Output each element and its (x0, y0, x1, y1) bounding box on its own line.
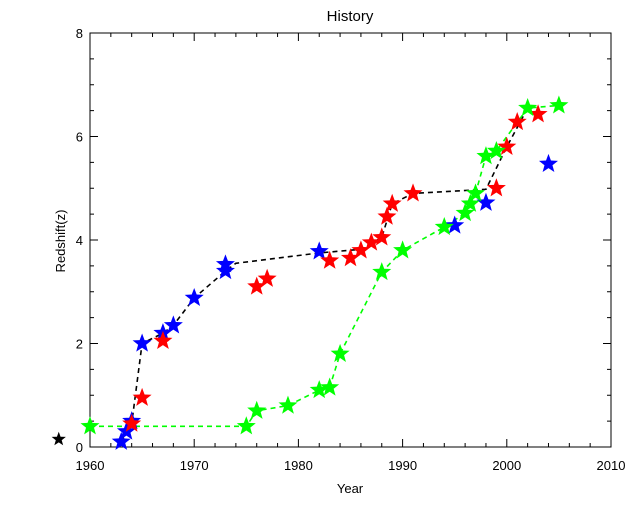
x-tick-label: 1960 (76, 458, 105, 473)
data-point-star (132, 333, 152, 352)
y-tick-label: 6 (76, 130, 83, 145)
outside-star-marker (51, 431, 66, 446)
ticks-layer: 1960 1970 1980 1990 2000 2010 0 2 4 6 8 (76, 26, 626, 473)
data-point-star (309, 241, 329, 260)
y-tick-label: 2 (76, 337, 83, 352)
data-point-star (309, 380, 329, 399)
data-point-star (497, 136, 517, 155)
data-point-star (132, 387, 152, 406)
data-point-star (434, 217, 454, 236)
data-point-star (80, 416, 100, 435)
data-point-star (372, 262, 392, 281)
data-point-star (330, 343, 350, 362)
data-point-star (507, 112, 527, 131)
data-point-star (466, 183, 486, 202)
data-point-star (361, 232, 381, 251)
data-point-star (476, 192, 496, 211)
x-tick-label: 1990 (388, 458, 417, 473)
x-tick-label: 2000 (492, 458, 521, 473)
data-point-star (247, 400, 267, 419)
data-point-star (528, 104, 548, 123)
x-tick-label: 1970 (180, 458, 209, 473)
data-point-star (486, 178, 506, 197)
data-point-star (122, 413, 142, 432)
x-tick-label: 1980 (284, 458, 313, 473)
data-point-star (111, 431, 131, 450)
data-point-star (382, 193, 402, 212)
data-point-star (257, 268, 277, 287)
data-point-star (518, 98, 538, 117)
data-point-star (215, 261, 235, 280)
data-point-star (351, 240, 371, 259)
data-point-star (549, 95, 569, 114)
data-point-star (278, 395, 298, 414)
y-tick-label: 4 (76, 233, 83, 248)
markers-layer (51, 95, 569, 450)
data-point-star (320, 377, 340, 396)
data-point-star (163, 315, 183, 334)
chart-title: History (327, 8, 374, 25)
x-axis-label: Year (337, 481, 364, 496)
data-point-star (372, 227, 392, 246)
x-tick-label: 2010 (597, 458, 626, 473)
data-point-star (320, 250, 340, 269)
data-point-star (215, 254, 235, 273)
data-point-star (403, 183, 423, 202)
data-point-star (153, 330, 173, 349)
y-axis-label: Redshift(z) (53, 210, 68, 273)
data-point-star (340, 248, 361, 267)
data-point-star (393, 240, 413, 259)
data-point-star (460, 193, 480, 212)
y-tick-label: 0 (76, 440, 83, 455)
y-tick-label: 8 (76, 26, 83, 41)
data-point-star (247, 276, 267, 295)
data-point-star (184, 287, 204, 307)
data-point-star (236, 416, 256, 435)
data-point-star (538, 153, 558, 173)
data-point-star (455, 203, 475, 222)
data-point-star (445, 215, 465, 234)
data-point-star (486, 140, 506, 160)
data-point-star (476, 146, 496, 165)
trend-line (120, 107, 529, 443)
data-point-star (377, 206, 397, 225)
